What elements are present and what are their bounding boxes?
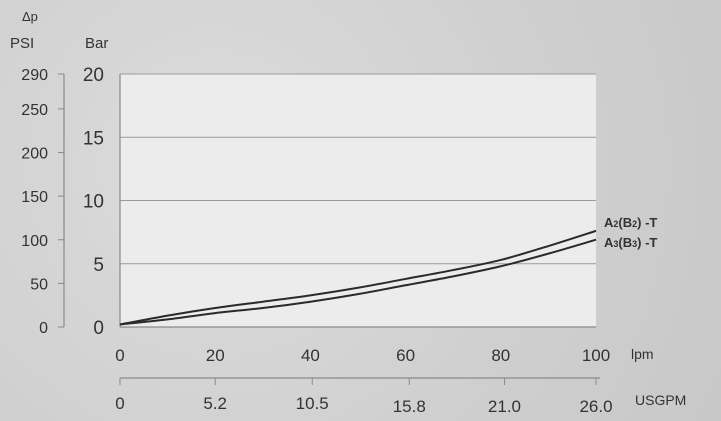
series-lines bbox=[119, 229, 597, 326]
lpm-tick-label: 0 bbox=[115, 346, 124, 365]
legend-series-1: A2(B2) -T bbox=[604, 215, 657, 230]
lpm-tick-label: 40 bbox=[301, 346, 320, 365]
usgpm-unit-label: USGPM bbox=[635, 392, 686, 408]
psi-tick-label: 150 bbox=[21, 189, 48, 206]
usgpm-tick-label: 26.0 bbox=[579, 397, 612, 416]
bar-unit-label: Bar bbox=[85, 35, 108, 52]
usgpm-tick-label: 0 bbox=[115, 394, 124, 413]
psi-tick-label: 290 bbox=[21, 67, 48, 84]
legend-series-2: A3(B3) -T bbox=[604, 235, 657, 250]
series-line-1 bbox=[119, 229, 597, 326]
bar-tick-label: 10 bbox=[83, 192, 104, 213]
lpm-tick-label: 100 bbox=[582, 346, 610, 365]
delta-p-label: Δp bbox=[22, 9, 38, 24]
bar-tick-label: 0 bbox=[93, 318, 104, 339]
usgpm-tick-label: 15.8 bbox=[393, 397, 426, 416]
psi-tick-label: 0 bbox=[39, 320, 48, 337]
lpm-tick-label: 20 bbox=[206, 346, 225, 365]
bar-tick-label: 15 bbox=[83, 128, 104, 149]
series-line-2 bbox=[119, 238, 597, 326]
lpm-tick-label: 60 bbox=[396, 346, 415, 365]
usgpm-tick-label: 21.0 bbox=[488, 397, 521, 416]
lpm-tick-label: 80 bbox=[491, 346, 510, 365]
axes bbox=[58, 73, 600, 385]
psi-tick-label: 50 bbox=[30, 276, 48, 293]
psi-unit-label: PSI bbox=[10, 35, 34, 52]
lpm-unit-label: lpm bbox=[631, 346, 654, 362]
usgpm-tick-label: 5.2 bbox=[203, 394, 227, 413]
psi-tick-label: 250 bbox=[21, 102, 48, 119]
usgpm-tick-label: 10.5 bbox=[296, 394, 329, 413]
psi-tick-label: 100 bbox=[21, 233, 48, 250]
grid-lines bbox=[120, 73, 596, 265]
bar-tick-label: 20 bbox=[83, 65, 104, 86]
psi-tick-label: 200 bbox=[21, 146, 48, 163]
bar-tick-label: 5 bbox=[93, 255, 104, 276]
